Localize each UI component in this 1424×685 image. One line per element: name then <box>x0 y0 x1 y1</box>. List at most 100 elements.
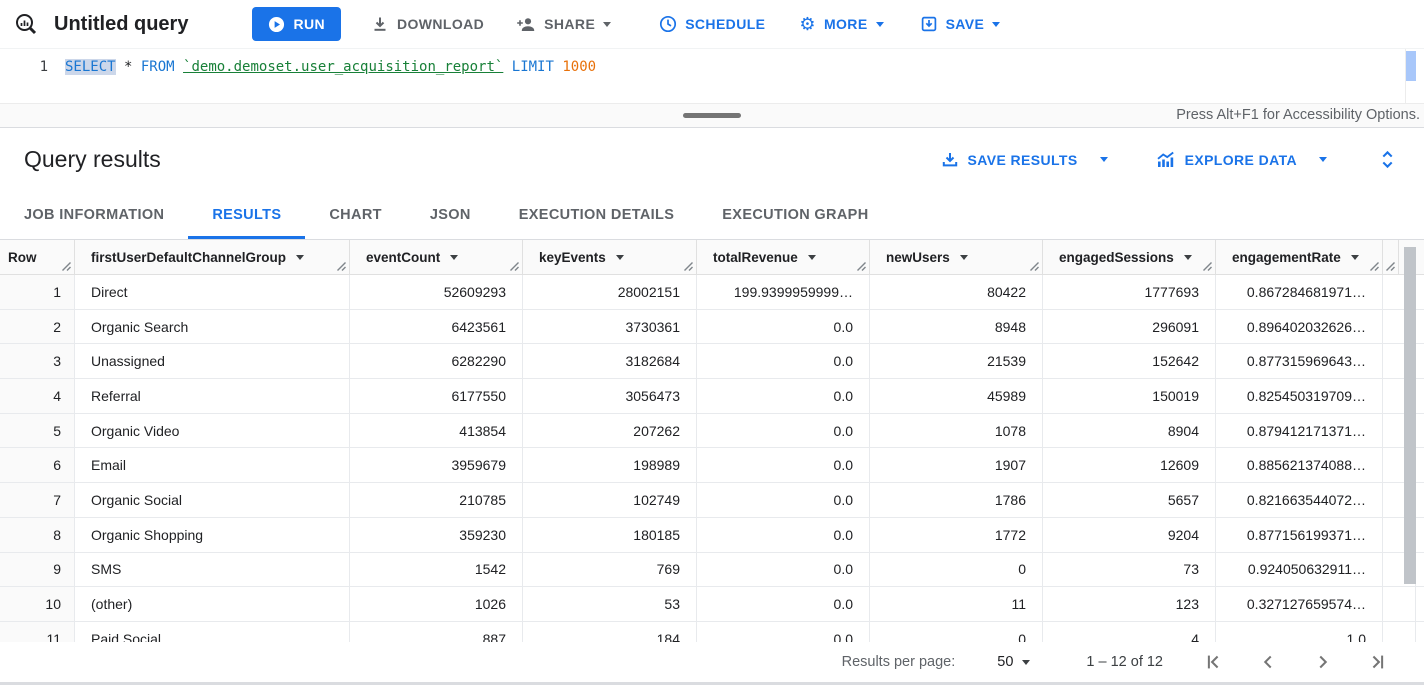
table-row: 11 Paid Social 887 184 0.0 0 4 1.0 <box>0 621 1424 642</box>
column-header-firstUserDefaultChannelGroup[interactable]: firstUserDefaultChannelGroup <box>75 240 350 274</box>
gear-icon: ⚙ <box>799 14 816 34</box>
table-cell: 1026 <box>350 587 523 621</box>
table-cell: 1772 <box>870 517 1043 552</box>
column-label: firstUserDefaultChannelGroup <box>91 249 287 265</box>
explore-data-caret-icon <box>1319 157 1327 162</box>
table-cell: 28002151 <box>523 275 697 309</box>
table-cell: 769 <box>523 552 697 587</box>
panel-resizer[interactable]: Press Alt+F1 for Accessibility Options. <box>0 103 1424 128</box>
table-cell: 359230 <box>350 517 523 552</box>
page-size-caret-icon <box>1022 659 1031 665</box>
bottom-scrollbar-strip <box>0 682 1424 685</box>
table-cell: 0.0 <box>697 448 870 483</box>
table-cell: 123 <box>1043 587 1216 621</box>
column-header-eventCount[interactable]: eventCount <box>350 240 523 274</box>
row-number-cell: 5 <box>0 413 75 448</box>
sql-table-reference[interactable]: `demo.demoset.user_acquisition_report` <box>183 59 504 75</box>
column-resize-handle-icon[interactable] <box>856 261 867 272</box>
unfold-icon <box>1379 149 1396 170</box>
results-panel: Query results SAVE RESULTS <box>0 128 1424 685</box>
row-number-cell: 9 <box>0 552 75 587</box>
column-header-engagementRate[interactable]: engagementRate <box>1216 240 1383 274</box>
table-cell: 5657 <box>1043 483 1216 517</box>
table-cell: 0.924050632911… <box>1216 552 1383 587</box>
column-resize-handle-icon[interactable] <box>61 261 72 272</box>
table-cell: Paid Social <box>75 621 350 642</box>
table-cell: 210785 <box>350 483 523 517</box>
first-page-button[interactable] <box>1201 650 1225 674</box>
table-scrollbar-thumb[interactable] <box>1404 247 1416 584</box>
row-number-cell: 6 <box>0 448 75 483</box>
last-page-button[interactable] <box>1366 650 1390 674</box>
save-results-button[interactable]: SAVE RESULTS <box>941 151 1108 169</box>
row-number-cell: 10 <box>0 587 75 621</box>
table-cell: 6282290 <box>350 344 523 379</box>
table-row: 4 Referral 6177550 3056473 0.0 45989 150019 0.8… <box>0 379 1424 414</box>
results-table: Row firstUserDefaultChannelGroup eventCoun… <box>0 240 1424 642</box>
column-menu-caret-icon[interactable] <box>807 254 816 260</box>
table-cell: 1786 <box>870 483 1043 517</box>
table-cell: 0.0 <box>697 552 870 587</box>
tab-json[interactable]: JSON <box>429 207 471 223</box>
table-scrollbar[interactable] <box>1403 240 1417 642</box>
table-cell: 0.0 <box>697 309 870 344</box>
column-menu-caret-icon[interactable] <box>615 254 624 260</box>
table-cell: 0.0 <box>697 517 870 552</box>
table-cell: 0.0 <box>697 413 870 448</box>
tab-execution-graph[interactable]: EXECUTION GRAPH <box>722 207 869 223</box>
tab-chart[interactable]: CHART <box>329 207 382 223</box>
table-cell: 6177550 <box>350 379 523 413</box>
column-header-totalRevenue[interactable]: totalRevenue <box>697 240 870 274</box>
sql-editor[interactable]: 1 SELECT * FROM `demo.demoset.user_acqui… <box>0 48 1424 103</box>
column-resize-handle-icon[interactable] <box>509 261 520 272</box>
column-resize-handle-icon[interactable] <box>1202 261 1213 272</box>
next-page-button[interactable] <box>1311 650 1335 674</box>
column-header-engagedSessions[interactable]: engagedSessions <box>1043 240 1216 274</box>
expand-results-button[interactable] <box>1379 149 1396 170</box>
column-menu-caret-icon[interactable] <box>296 254 305 260</box>
row-number-cell: 2 <box>0 309 75 344</box>
schedule-button[interactable]: SCHEDULE <box>659 15 765 33</box>
column-resize-handle-icon[interactable] <box>1369 261 1380 272</box>
first-page-icon <box>1207 655 1219 669</box>
column-menu-caret-icon[interactable] <box>450 254 459 260</box>
column-label: keyEvents <box>539 249 606 265</box>
previous-page-button[interactable] <box>1256 650 1280 674</box>
editor-scrollbar-thumb[interactable] <box>1406 51 1416 81</box>
column-label: Row <box>8 249 37 265</box>
tab-job-information[interactable]: JOB INFORMATION <box>24 207 165 223</box>
table-cell: 3056473 <box>523 379 697 413</box>
more-dropdown-caret-icon <box>875 21 884 27</box>
download-icon <box>371 15 389 33</box>
tab-results[interactable]: RESULTS <box>188 191 305 239</box>
share-button[interactable]: SHARE <box>516 15 612 33</box>
sql-keyword-limit: LIMIT <box>511 59 554 75</box>
column-menu-caret-icon[interactable] <box>1350 254 1359 260</box>
tab-execution-details[interactable]: EXECUTION DETAILS <box>518 207 675 223</box>
column-resize-handle-icon[interactable] <box>1029 261 1040 272</box>
drag-handle[interactable] <box>683 113 741 118</box>
sql-code-line[interactable]: SELECT * FROM `demo.demoset.user_acquisi… <box>48 57 596 77</box>
column-header-newUsers[interactable]: newUsers <box>870 240 1043 274</box>
column-resize-handle-icon[interactable] <box>1385 261 1396 272</box>
table-cell: 0.896402032626… <box>1216 309 1383 344</box>
table-cell: 102749 <box>523 483 697 517</box>
editor-scrollbar[interactable] <box>1405 49 1418 103</box>
download-button[interactable]: DOWNLOAD <box>371 15 484 33</box>
table-header: Row firstUserDefaultChannelGroup eventCoun… <box>0 240 1424 275</box>
column-menu-caret-icon[interactable] <box>959 254 968 260</box>
column-menu-caret-icon[interactable] <box>1183 254 1192 260</box>
run-button[interactable]: RUN <box>252 7 341 41</box>
column-label: newUsers <box>886 249 950 265</box>
column-resize-handle-icon[interactable] <box>683 261 694 272</box>
table-cell: 0.0 <box>697 379 870 413</box>
table-row: 6 Email 3959679 198989 0.0 1907 12609 0.8856213… <box>0 448 1424 484</box>
column-header-empty <box>1383 240 1399 274</box>
column-resize-handle-icon[interactable] <box>336 261 347 272</box>
more-button[interactable]: ⚙ MORE <box>799 14 884 34</box>
page-size-select[interactable]: 50 <box>997 654 1031 670</box>
save-button[interactable]: SAVE <box>920 15 1001 33</box>
column-header-keyEvents[interactable]: keyEvents <box>523 240 697 274</box>
table-cell: 0.327127659574… <box>1216 587 1383 621</box>
explore-data-button[interactable]: EXPLORE DATA <box>1156 151 1327 169</box>
